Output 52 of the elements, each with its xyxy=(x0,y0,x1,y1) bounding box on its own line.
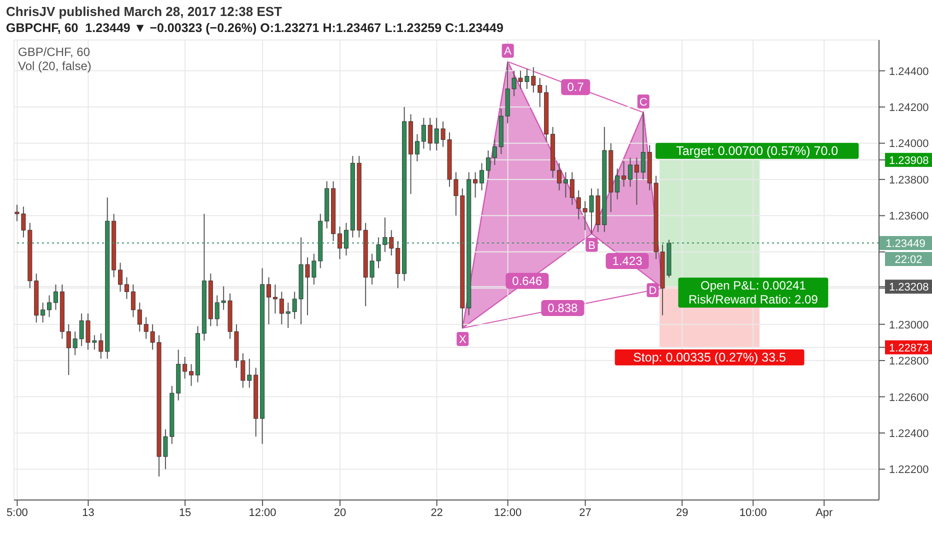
annotation: GBP/CHF, 60 xyxy=(18,45,90,59)
x-tick-label: Apr xyxy=(816,506,834,519)
label-tag: B xyxy=(586,238,598,252)
y-tick-label: 1.22200 xyxy=(889,464,929,476)
y-tick-label: 1.23908 xyxy=(889,154,929,167)
label-tag: Target: 0.00700 (0.57%) 70.0 xyxy=(656,142,859,159)
annotation: 0.838 xyxy=(548,301,578,316)
x-tick-label: 29 xyxy=(676,506,688,519)
y-tick-label: 1.22600 xyxy=(889,392,929,404)
label-tag: 0.838 xyxy=(541,300,584,316)
label-tag: Open P&L: 0.00241 Risk/Reward Ratio: 2.09 xyxy=(678,278,828,308)
y-tick-label: 1.22800 xyxy=(889,356,929,368)
x-tick-label: 20 xyxy=(334,506,346,519)
y-tick-label: 1.23208 xyxy=(889,282,929,294)
annotation: 0.646 xyxy=(512,274,543,288)
annotation: 1.423 xyxy=(612,254,643,268)
band-label: Stop: 0.00335 (0.27%) 33.5 xyxy=(633,350,786,364)
annotation: Open P&L: 0.00241 xyxy=(700,278,806,293)
y-tick-label: 1.23800 xyxy=(889,174,929,186)
x-tick-label: 13 xyxy=(82,506,94,519)
annotation: Risk/Reward Ratio: 2.09 xyxy=(688,292,818,307)
ref-line-label: 1.23449 xyxy=(886,238,926,250)
x-tick-label: 22 xyxy=(430,506,443,519)
x-tick-label: 12:00 xyxy=(248,506,276,519)
y-tick-label: 1.24000 xyxy=(889,138,929,150)
label-tag: A xyxy=(502,44,514,58)
chart-subtitle: GBPCHF, 60 1.23449 ▼ −0.00323 (−0.26%) O:1.23271 H:1.23467 L:1.23259 C:1.23449 xyxy=(6,21,504,35)
band-label: Target: 0.00700 (0.57%) 70.0 xyxy=(676,144,838,158)
y-tick-label: 1.24200 xyxy=(889,102,929,114)
annotation: 0.7 xyxy=(567,80,584,94)
label-tag: Stop: 0.00335 (0.27%) 33.5 xyxy=(614,349,804,366)
label-tag: D xyxy=(646,283,659,298)
x-tick-label: 27 xyxy=(579,506,592,519)
annotation: A xyxy=(504,46,512,58)
x-tick-label: 12:00 xyxy=(494,506,522,519)
chart-title: ChrisJV published March 28, 2017 12:38 EST xyxy=(6,4,282,19)
label-tag: 0.646 xyxy=(506,272,549,289)
label-tag: C xyxy=(637,94,650,108)
x-tick-label: 15 xyxy=(178,506,192,519)
y-tick-label: 1.22873 xyxy=(889,342,929,354)
label-tag: X xyxy=(456,332,469,346)
price-tag: 1.23449 22:02 xyxy=(879,236,932,266)
y-tick-label: 1.22400 xyxy=(889,428,929,440)
x-tick-label: 5:00 xyxy=(6,506,28,519)
annotation: Vol (20, false) xyxy=(18,59,92,73)
annotation: B xyxy=(588,240,596,252)
label-tag: 1.423 xyxy=(606,252,649,269)
y-tick-label: 1.24400 xyxy=(889,66,929,78)
label-tag: 0.7 xyxy=(561,79,590,96)
y-tick-label: 1.23000 xyxy=(889,319,929,332)
x-tick-label: 10:00 xyxy=(739,506,767,519)
y-tick-label: 1.23600 xyxy=(889,210,929,223)
